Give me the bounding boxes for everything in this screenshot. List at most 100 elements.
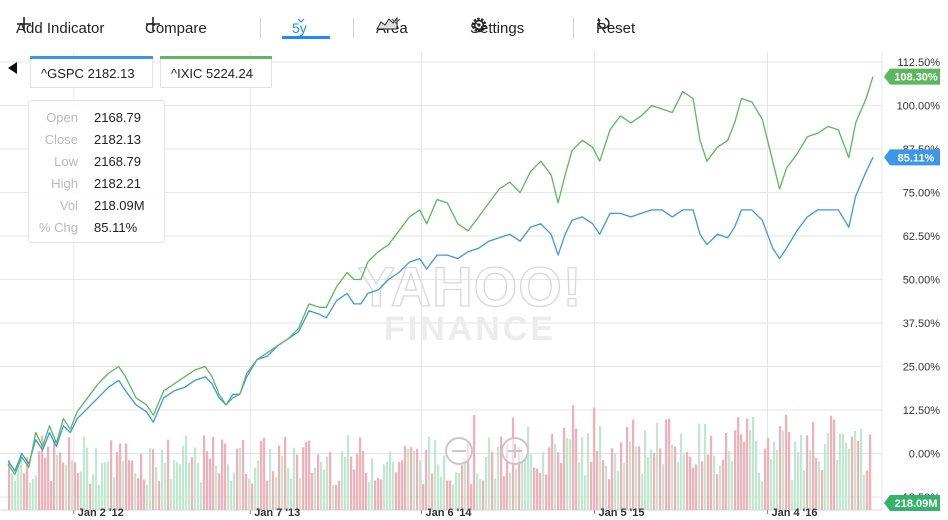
reset-icon [597,17,610,29]
volume-bar [119,443,122,510]
volume-bar [179,464,182,510]
volume-bar [659,448,662,510]
volume-bar [149,448,152,510]
ohlc-row-close: Close 2182.13 [29,132,166,154]
series-line-gspc [7,157,874,472]
volume-bar [611,448,614,510]
volume-bar [416,448,419,510]
series-line-ixic [7,76,874,476]
volume-bar [605,466,608,510]
volume-bar [866,470,869,510]
volume-bar [101,462,104,510]
volume-bar [782,430,785,510]
volume-bar [68,437,71,510]
volume-bar [341,451,344,510]
volume-bar [410,447,413,510]
volume-bar [584,475,587,510]
ohlc-tooltip: Open 2168.79 Close 2182.13 Low 2168.79 H… [28,100,165,243]
y-tick-label: 100.00% [897,101,941,113]
volume-bar [554,444,557,510]
settings-button[interactable]: Settings [470,16,524,40]
volume-bar [203,435,206,510]
volume-bar [437,464,440,510]
volume-bar [215,465,218,510]
ohlc-value: 218.09M [94,198,145,213]
volume-bar [470,484,473,510]
last-value-tag-gspc: 85.11% [884,149,940,166]
volume-bar [479,479,482,510]
volume-bar [311,472,314,510]
volume-bar [668,418,671,510]
volume-bar [716,474,719,510]
volume-bar [62,462,65,510]
compare-button[interactable]: Compare [145,16,207,40]
symbol-chip-gspc[interactable]: ^GSPC 2182.13 [30,56,153,88]
volume-bar [221,439,224,510]
volume-bar [857,441,860,510]
volume-bar [308,440,311,510]
comparison-chart: YAHOO! FINANCE 112.50%100.00%87.50%75.00… [0,52,941,519]
volume-bar [638,446,641,510]
volume-bar [113,477,116,510]
volume-bar [863,474,866,510]
symbol-chip-ixic[interactable]: ^IXIC 5224.24 [160,56,272,88]
volume-bar [53,440,56,510]
area-chart-icon [376,16,398,30]
y-tick-label: 62.50% [903,231,941,243]
volume-bar [29,482,32,510]
volume-bar [758,472,761,510]
volume-bar [449,480,452,510]
zoom-in-button[interactable] [501,437,529,465]
volume-bar [809,450,812,510]
chart-type-selector[interactable]: Area [376,16,408,40]
y-tick-label: 12.50% [903,405,941,417]
ohlc-label: Vol [59,198,78,213]
volume-bar [776,450,779,510]
volume-bar [137,478,140,510]
volume-bar [56,454,59,510]
volume-bar [287,468,290,510]
volume-bar [482,480,485,510]
volume-bar [86,447,89,510]
volume-bar [194,447,197,510]
x-tick-label: Jan 6 '14 [425,507,472,519]
tag-label: 218.09M [895,498,938,510]
volume-bar [779,426,782,510]
volume-bar [239,447,242,510]
volume-bar [527,426,530,510]
volume-bar [131,460,134,510]
volume-bar [404,445,407,510]
zoom-out-button[interactable] [445,437,473,465]
volume-bar [785,414,788,510]
y-tick-label: 0.00% [909,449,940,461]
watermark: YAHOO! FINANCE [357,254,582,348]
ohlc-value: 2182.13 [94,132,141,147]
volume-bar [494,478,497,510]
volume-bar [620,442,623,510]
add-indicator-label: Add Indicator [16,19,105,37]
volume-bar [719,465,722,510]
volume-bar [281,455,284,510]
volume-bar [806,435,809,510]
volume-bar [155,467,158,510]
volume-bar [8,460,11,510]
volume-bar [374,480,377,510]
x-tick-label: Jan 2 '12 [78,507,124,519]
volume-bar [383,464,386,510]
volume-bar [752,416,755,510]
ohlc-row-low: Low 2168.79 [29,154,166,176]
volume-bar [242,439,245,510]
range-selector[interactable]: 5y [292,16,307,40]
volume-bar [35,475,38,510]
volume-bar [467,441,470,510]
volume-bar [851,436,854,510]
volume-bar [161,449,164,510]
reset-button[interactable]: Reset [596,16,635,40]
volume-bar [725,432,728,510]
volume-bar [704,423,707,510]
add-indicator-button[interactable]: Add Indicator [16,16,104,40]
collapse-arrow-icon[interactable] [8,62,17,74]
chart-area[interactable]: YAHOO! FINANCE 112.50%100.00%87.50%75.00… [0,52,948,520]
volume-bar [665,419,668,510]
range-selector-underline [282,36,330,39]
